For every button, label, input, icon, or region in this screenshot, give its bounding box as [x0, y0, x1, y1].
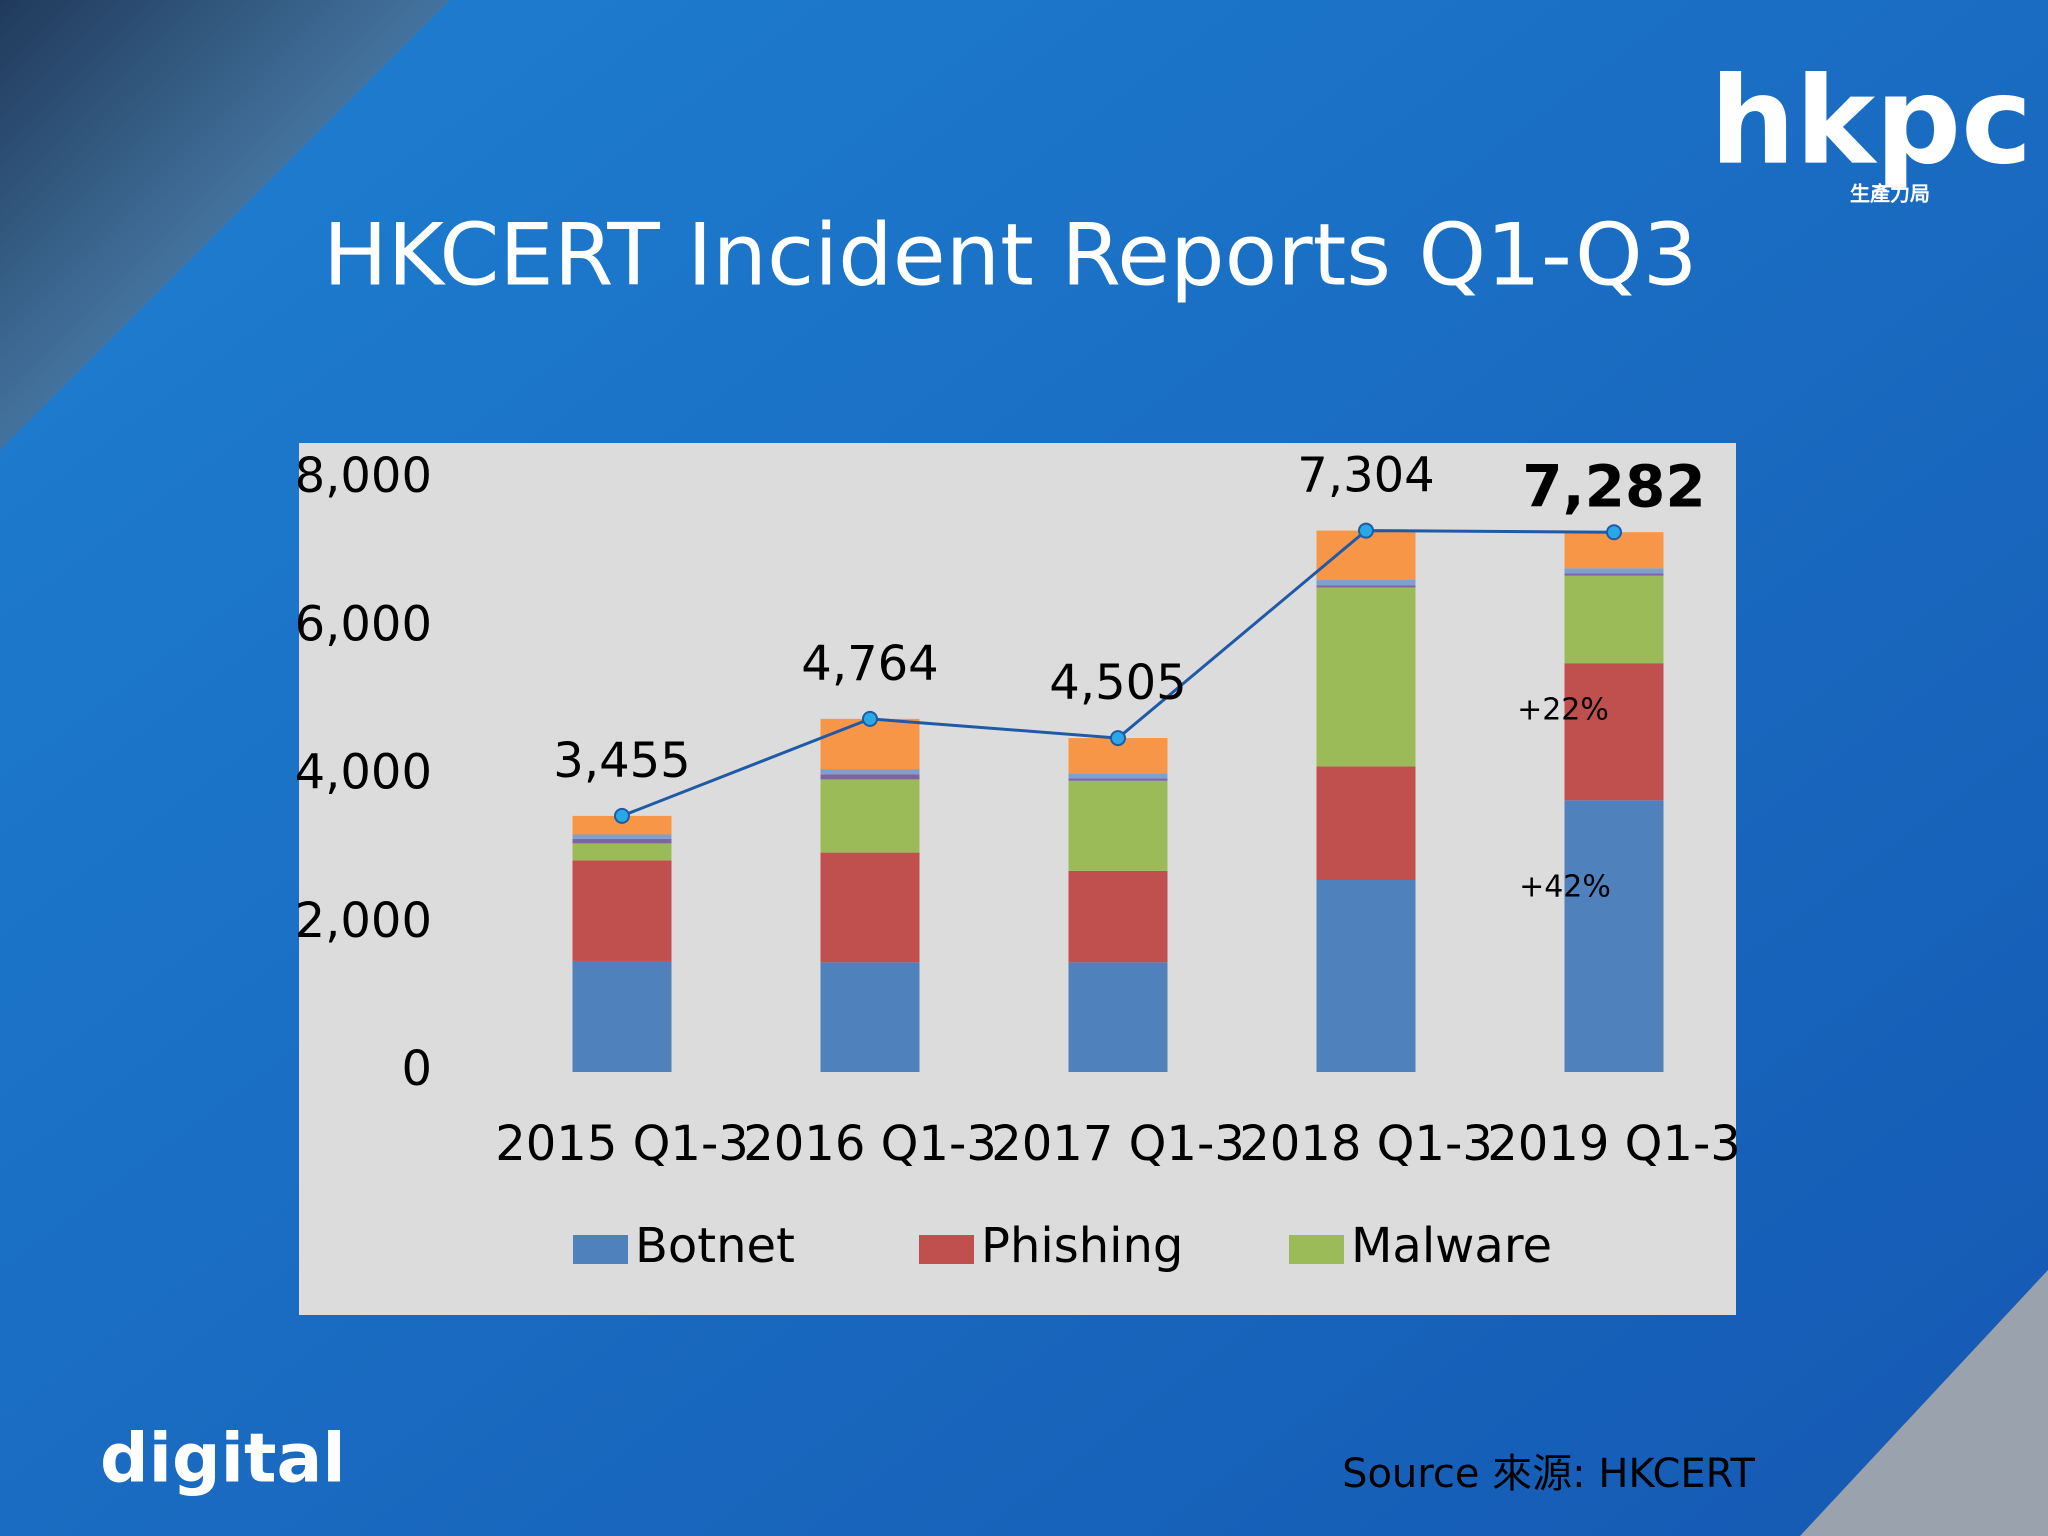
annotation: +42% [1519, 870, 1611, 905]
y-tick-label: 6,000 [295, 596, 432, 652]
data-label: 7,304 [1297, 448, 1434, 504]
bar-segment [1068, 778, 1168, 781]
brand-sub: 生產力局 [1850, 182, 1930, 206]
bar-segment [1316, 580, 1416, 586]
bar-segment [1316, 530, 1416, 581]
bar-segment [820, 774, 920, 780]
total-marker [1606, 524, 1622, 541]
bar-segment [572, 860, 672, 961]
x-tick-label: 2017 Q1-3 [991, 1116, 1245, 1172]
data-label: 7,282 [1522, 452, 1705, 520]
chart-panel [299, 443, 1736, 1315]
footer-logo: digital [100, 1420, 346, 1499]
bar-segment [572, 815, 672, 835]
data-label: 4,764 [801, 636, 938, 692]
legend-label: Botnet [635, 1218, 795, 1274]
bar-segment [820, 718, 920, 770]
bar-segment [1068, 780, 1168, 871]
x-tick-label: 2018 Q1-3 [1239, 1116, 1493, 1172]
bar-segment [1068, 962, 1168, 1072]
bar-segment [1316, 585, 1416, 588]
total-marker [862, 710, 878, 727]
data-label: 3,455 [553, 733, 690, 789]
y-tick-label: 8,000 [295, 448, 432, 504]
bar-segment [820, 769, 920, 775]
bar-segment [1564, 663, 1664, 801]
bar-segment [572, 834, 672, 839]
bar-segment [1564, 568, 1664, 574]
bar-segment [1316, 880, 1416, 1072]
annotation: +22% [1517, 693, 1609, 728]
y-tick-label: 0 [401, 1041, 432, 1097]
corner-image [0, 0, 450, 450]
x-tick-label: 2016 Q1-3 [743, 1116, 997, 1172]
bar-segment [1316, 766, 1416, 881]
legend-label: Malware [1351, 1218, 1552, 1274]
y-tick-label: 2,000 [295, 893, 432, 949]
bar-segment [820, 852, 920, 963]
total-marker [614, 807, 630, 824]
bar-segment [572, 843, 672, 861]
total-marker [1358, 522, 1374, 539]
legend-swatch [1289, 1235, 1344, 1264]
bar-segment [1564, 575, 1664, 664]
brand-logo: hkpc [1710, 53, 2032, 192]
bar-segment [820, 779, 920, 853]
bar-segment [572, 960, 672, 1072]
y-tick-label: 4,000 [295, 745, 432, 801]
bar-segment [572, 838, 672, 844]
bar-segment [1316, 587, 1416, 767]
data-label: 4,505 [1049, 655, 1186, 711]
chart-title: HKCERT Incident Reports Q1-Q3 [323, 205, 1697, 305]
corner-shape [1800, 1270, 2048, 1536]
legend-label: Phishing [981, 1218, 1183, 1274]
total-marker [1110, 730, 1126, 747]
x-tick-label: 2015 Q1-3 [495, 1116, 749, 1172]
bar-segment [1564, 573, 1664, 576]
bar-segment [820, 962, 920, 1072]
legend-swatch [919, 1235, 974, 1264]
bar-segment [1068, 870, 1168, 963]
source: Source 來源: HKCERT [1342, 1451, 1755, 1497]
legend-swatch [573, 1235, 628, 1264]
x-tick-label: 2019 Q1-3 [1487, 1116, 1741, 1172]
bar-segment [1068, 773, 1168, 779]
bar-segment [1564, 800, 1664, 1072]
